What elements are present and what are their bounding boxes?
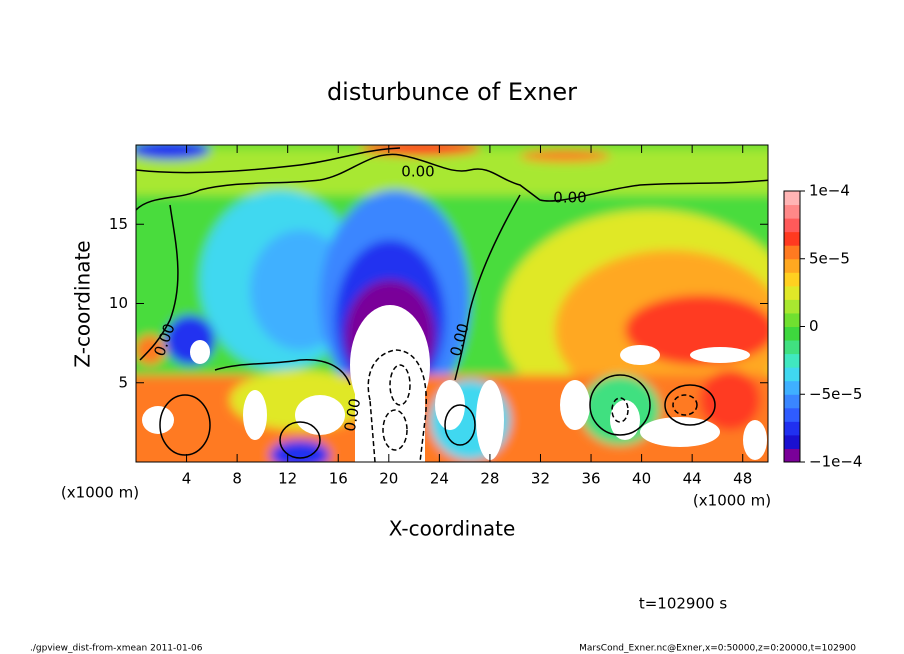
x-tick-label: 36 bbox=[581, 470, 600, 488]
colorbar-band bbox=[784, 448, 800, 463]
colorbar-band bbox=[784, 299, 800, 314]
x-tick-label: 20 bbox=[379, 470, 398, 488]
x-tick-label: 32 bbox=[531, 470, 550, 488]
colorbar-band bbox=[784, 191, 800, 206]
x-unit: (x1000 m) bbox=[693, 492, 771, 510]
colorbar-tick-label: 0 bbox=[809, 317, 819, 335]
x-tick-label: 44 bbox=[683, 470, 702, 488]
x-tick-label: 8 bbox=[232, 470, 242, 488]
y-tick-label: 10 bbox=[109, 294, 128, 312]
footer-right: MarsCond_Exner.nc@Exner,x=0:50000,z=0:20… bbox=[579, 644, 856, 654]
y-unit: (x1000 m) bbox=[61, 484, 139, 502]
colorbar-band bbox=[784, 204, 800, 219]
colorbar-band bbox=[784, 285, 800, 300]
y-axis-label: Z-coordinate bbox=[71, 240, 95, 367]
colorbar-band bbox=[784, 421, 800, 436]
x-tick-label: 28 bbox=[480, 470, 499, 488]
colorbar-band bbox=[784, 353, 800, 368]
chart-title: disturbunce of Exner bbox=[327, 78, 577, 106]
colorbar-band bbox=[784, 407, 800, 422]
colorbar-tick-label: 1e−4 bbox=[809, 182, 850, 200]
colorbar-band bbox=[784, 326, 800, 341]
x-tick-label: 40 bbox=[632, 470, 651, 488]
annotation: t=102900 s bbox=[639, 595, 727, 613]
colorbar-band bbox=[784, 245, 800, 260]
x-tick-label: 24 bbox=[430, 470, 449, 488]
colorbar-band bbox=[784, 218, 800, 233]
footer-left: ./gpview_dist-from-xmean 2011-01-06 bbox=[30, 644, 203, 654]
colorbar-band bbox=[784, 394, 800, 409]
colorbar-band bbox=[784, 231, 800, 246]
colorbar-band bbox=[784, 380, 800, 395]
x-tick-label: 16 bbox=[329, 470, 348, 488]
contour-label: 0.00 bbox=[553, 189, 586, 207]
colorbar-band bbox=[784, 434, 800, 449]
contour-label: 0.00 bbox=[401, 163, 434, 181]
colorbar-band bbox=[784, 367, 800, 382]
contour-labels: 0.00 0.00 0.00 0.00 0.00 bbox=[150, 163, 586, 433]
y-tick-label: 15 bbox=[109, 215, 128, 233]
contour-field bbox=[136, 145, 768, 462]
colorbar-band bbox=[784, 340, 800, 355]
x-tick-label: 48 bbox=[733, 470, 752, 488]
contour-label: 0.00 bbox=[341, 397, 365, 433]
colorbar-band bbox=[784, 258, 800, 273]
colorbar-tick-label: −1e−4 bbox=[809, 453, 862, 471]
y-tick-label: 5 bbox=[118, 373, 128, 391]
colorbar-tick-label: 5e−5 bbox=[809, 249, 850, 267]
colorbar-band bbox=[784, 312, 800, 327]
x-tick-label: 12 bbox=[278, 470, 297, 488]
x-tick-label: 4 bbox=[182, 470, 192, 488]
colorbar-tick-label: −5e−5 bbox=[809, 385, 862, 403]
colorbar-band bbox=[784, 272, 800, 287]
x-axis-label: X-coordinate bbox=[389, 517, 516, 541]
